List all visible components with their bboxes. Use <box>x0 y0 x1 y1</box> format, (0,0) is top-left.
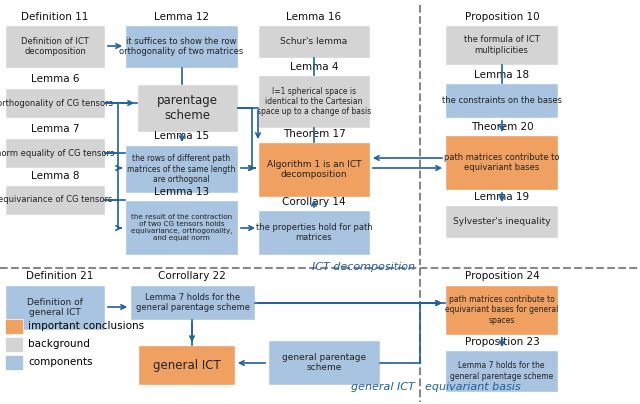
Text: Lemma 8: Lemma 8 <box>31 171 79 181</box>
Text: components: components <box>28 357 93 367</box>
Text: general ICT: general ICT <box>351 382 415 392</box>
FancyBboxPatch shape <box>137 84 238 132</box>
FancyBboxPatch shape <box>445 135 558 190</box>
Text: Lemma 16: Lemma 16 <box>287 12 342 22</box>
Text: Corollary 14: Corollary 14 <box>282 197 346 207</box>
Text: Lemma 7 holds for the
general parentage scheme: Lemma 7 holds for the general parentage … <box>136 293 250 312</box>
Text: general parentage
scheme: general parentage scheme <box>282 353 366 372</box>
Text: Lemma 12: Lemma 12 <box>154 12 209 22</box>
Text: background: background <box>28 339 90 349</box>
FancyBboxPatch shape <box>5 337 23 352</box>
Text: the formula of ICT
multiplicities: the formula of ICT multiplicities <box>463 35 540 55</box>
Text: the constraints on the bases: the constraints on the bases <box>442 96 561 105</box>
Text: orthogonality of CG tensors: orthogonality of CG tensors <box>0 99 113 107</box>
FancyBboxPatch shape <box>125 145 238 193</box>
FancyBboxPatch shape <box>445 83 558 118</box>
FancyBboxPatch shape <box>268 340 380 385</box>
Text: Lemma 7: Lemma 7 <box>31 124 79 134</box>
FancyBboxPatch shape <box>5 355 23 370</box>
Text: ICT decomposition: ICT decomposition <box>312 262 415 272</box>
FancyBboxPatch shape <box>5 285 105 330</box>
FancyBboxPatch shape <box>5 138 105 168</box>
Text: Lemma 6: Lemma 6 <box>31 74 79 84</box>
Text: equivariance of CG tensors: equivariance of CG tensors <box>0 196 112 204</box>
FancyBboxPatch shape <box>258 210 370 255</box>
FancyBboxPatch shape <box>5 319 23 334</box>
FancyBboxPatch shape <box>125 25 238 68</box>
Text: path matrices contribute to
equivariant bases for general
spaces: path matrices contribute to equivariant … <box>445 295 558 325</box>
Text: l=1 spherical space is
identical to the Cartesian
space up to a change of basis: l=1 spherical space is identical to the … <box>257 86 371 116</box>
Text: Proposition 10: Proposition 10 <box>465 12 540 22</box>
Text: Definition 21: Definition 21 <box>26 271 93 281</box>
FancyBboxPatch shape <box>258 75 370 128</box>
Text: Lemma 18: Lemma 18 <box>474 70 529 80</box>
Text: Corrollary 22: Corrollary 22 <box>158 271 226 281</box>
FancyBboxPatch shape <box>130 285 255 320</box>
Text: Lemma 13: Lemma 13 <box>154 187 209 197</box>
Text: Theorem 20: Theorem 20 <box>470 122 533 132</box>
Text: Schur's lemma: Schur's lemma <box>280 37 348 46</box>
FancyBboxPatch shape <box>445 205 558 238</box>
FancyBboxPatch shape <box>5 88 105 118</box>
FancyBboxPatch shape <box>445 350 558 392</box>
Text: norm equality of CG tensors: norm equality of CG tensors <box>0 149 114 158</box>
Text: Proposition 23: Proposition 23 <box>465 337 540 347</box>
Text: important conclusions: important conclusions <box>28 321 144 331</box>
FancyBboxPatch shape <box>445 285 558 335</box>
FancyBboxPatch shape <box>125 200 238 255</box>
FancyBboxPatch shape <box>5 185 105 215</box>
Text: the result of the contraction
of two CG tensors holds
equivariance, orthogonalit: the result of the contraction of two CG … <box>131 214 232 241</box>
Text: Lemma 4: Lemma 4 <box>290 62 339 72</box>
Text: Proposition 24: Proposition 24 <box>465 271 540 281</box>
FancyBboxPatch shape <box>138 345 235 385</box>
Text: Lemma 15: Lemma 15 <box>154 131 209 141</box>
Text: it suffices to show the row
orthogonality of two matrices: it suffices to show the row orthogonalit… <box>120 37 244 56</box>
Text: the rows of different path
matrices of the same length
are orthogonal: the rows of different path matrices of t… <box>127 154 236 184</box>
Text: the properties hold for path
matrices: the properties hold for path matrices <box>256 223 372 242</box>
FancyBboxPatch shape <box>258 25 370 58</box>
Text: Sylvester's inequality: Sylvester's inequality <box>452 217 550 226</box>
Text: Definition 11: Definition 11 <box>21 12 89 22</box>
Text: parentage
scheme: parentage scheme <box>157 94 218 122</box>
Text: Definition of ICT
decomposition: Definition of ICT decomposition <box>21 37 89 56</box>
FancyBboxPatch shape <box>5 25 105 68</box>
Text: Lemma 19: Lemma 19 <box>474 192 529 202</box>
Text: Theorem 17: Theorem 17 <box>283 129 346 139</box>
FancyBboxPatch shape <box>258 142 370 197</box>
Text: path matrices contribute to
equivariant bases: path matrices contribute to equivariant … <box>444 153 559 172</box>
Text: Lemma 7 holds for the
general parentage scheme: Lemma 7 holds for the general parentage … <box>450 361 553 381</box>
Text: Definition of
general ICT: Definition of general ICT <box>27 298 83 317</box>
FancyBboxPatch shape <box>445 25 558 65</box>
Text: general ICT: general ICT <box>152 358 220 372</box>
Text: Algorithm 1 is an ICT
decomposition: Algorithm 1 is an ICT decomposition <box>267 160 361 179</box>
Text: equivariant basis: equivariant basis <box>425 382 521 392</box>
